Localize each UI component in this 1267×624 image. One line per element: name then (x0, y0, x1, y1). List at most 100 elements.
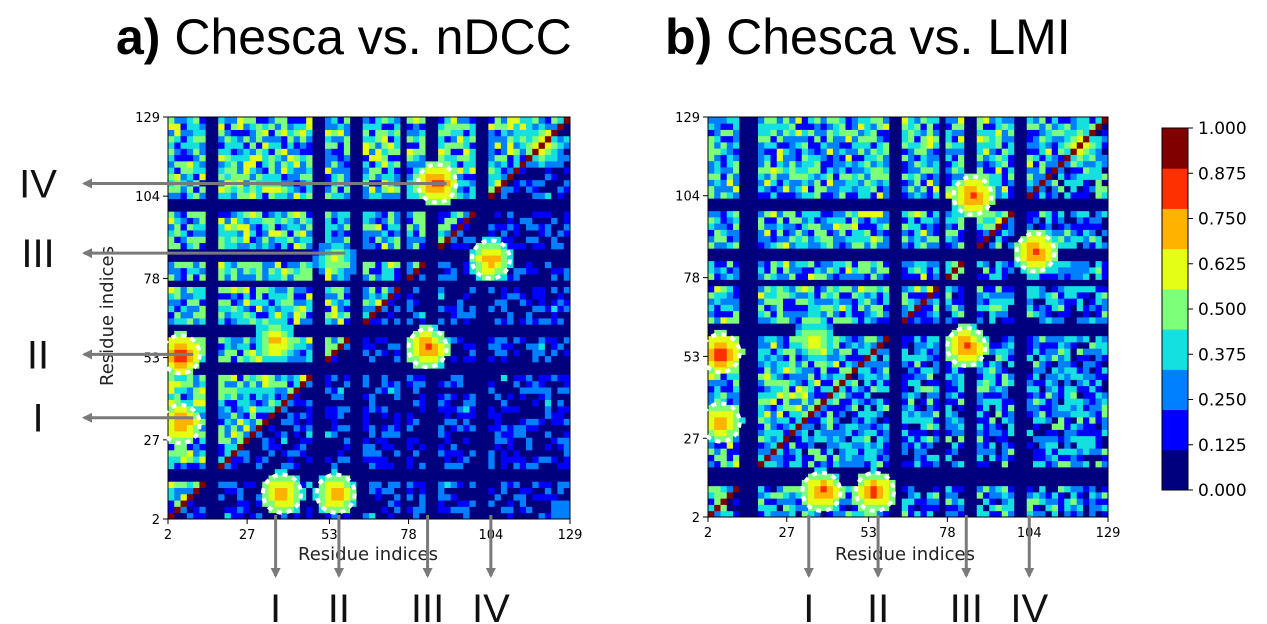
heatmap-cell (538, 418, 546, 426)
heatmap-cell (406, 117, 414, 124)
heatmap-cell (745, 467, 753, 474)
heatmap-cell (268, 481, 276, 488)
heatmap-cell (262, 242, 269, 250)
heatmap-cell (507, 192, 514, 200)
heatmap-cell (394, 393, 401, 401)
heatmap-cell (494, 204, 502, 212)
heatmap-cell (318, 154, 326, 162)
heatmap-cell (544, 167, 552, 174)
heatmap-cell (218, 368, 225, 375)
heatmap-cell (431, 267, 439, 275)
heatmap-cell (758, 279, 765, 287)
heatmap-cell (287, 412, 295, 419)
heatmap-cell (237, 148, 244, 156)
heatmap-cell (343, 462, 351, 470)
heatmap-cell (557, 355, 565, 363)
heatmap-cell (249, 154, 257, 162)
heatmap-cell (274, 142, 282, 149)
heatmap-cell (325, 318, 332, 325)
heatmap-cell (532, 487, 539, 495)
heatmap-cell (526, 424, 533, 432)
heatmap-cell (507, 236, 514, 244)
heatmap-cell (193, 236, 200, 244)
heatmap-cell (375, 318, 382, 325)
heatmap-cell (337, 343, 345, 350)
heatmap-cell (770, 498, 778, 505)
heatmap-cell (255, 292, 263, 300)
heatmap-cell (174, 493, 181, 501)
heatmap-cell (199, 456, 207, 463)
heatmap-cell (243, 330, 251, 338)
heatmap-cell (243, 148, 251, 156)
heatmap-cell (400, 456, 408, 463)
heatmap-cell (745, 248, 753, 255)
heatmap-cell (783, 442, 790, 449)
heatmap-cell (431, 399, 439, 407)
heatmap-cell (249, 255, 257, 262)
heatmap-cell (325, 393, 332, 401)
heatmap-cell (325, 361, 332, 369)
heatmap-cell (325, 456, 332, 463)
heatmap-cell (293, 173, 301, 181)
heatmap-cell (350, 123, 357, 130)
heatmap-cell (406, 198, 414, 206)
heatmap-cell (431, 204, 439, 212)
heatmap-cell (274, 349, 282, 357)
heatmap-cell (739, 229, 746, 237)
heatmap-cell (205, 123, 213, 130)
heatmap-cell (450, 280, 458, 287)
heatmap-cell (563, 412, 571, 419)
heatmap-cell (412, 324, 420, 331)
heatmap-cell (463, 330, 470, 338)
heatmap-cell (318, 324, 326, 331)
heatmap-cell (544, 506, 552, 514)
heatmap-cell (494, 487, 502, 495)
heatmap-cell (450, 437, 458, 445)
heatmap-cell (325, 142, 332, 149)
heatmap-cell (425, 431, 433, 438)
heatmap-cell (764, 298, 771, 305)
heatmap-cell (180, 324, 188, 331)
heatmap-cell (400, 424, 408, 432)
heatmap-cell (726, 135, 734, 143)
heatmap-cell (751, 498, 759, 505)
heatmap-cell (475, 142, 483, 149)
heatmap-cell (438, 418, 445, 426)
heatmap-cell (532, 468, 539, 476)
heatmap-cell (745, 510, 753, 518)
heatmap-cell (494, 324, 502, 331)
heatmap-cell (243, 160, 251, 168)
heatmap-cell (494, 286, 502, 294)
heatmap-cell (412, 286, 420, 294)
heatmap-cell (708, 173, 715, 180)
heatmap-cell (450, 399, 458, 407)
heatmap-cell (337, 336, 345, 344)
heatmap-cell (544, 173, 552, 181)
heatmap-cell (255, 148, 263, 156)
heatmap-cell (186, 292, 194, 300)
heatmap-cell (343, 343, 351, 350)
heatmap-cell (325, 230, 332, 237)
heatmap-cell (500, 236, 508, 244)
heatmap-cell (557, 154, 565, 162)
heatmap-cell (249, 217, 257, 225)
heatmap-cell (482, 443, 489, 451)
heatmap-cell (770, 479, 778, 487)
heatmap-cell (438, 405, 445, 413)
heatmap-cell (218, 349, 225, 357)
heatmap-cell (180, 443, 188, 451)
heatmap-cell (406, 475, 414, 482)
heatmap-cell (199, 349, 207, 357)
heatmap-cell (211, 142, 219, 149)
heatmap-cell (394, 456, 401, 463)
heatmap-cell (199, 506, 207, 514)
heatmap-cell (287, 223, 295, 231)
heatmap-cell (720, 117, 728, 124)
heatmap-cell (456, 135, 464, 143)
heatmap-cell (243, 374, 251, 382)
heatmap-cell (708, 492, 715, 499)
heatmap-cell (532, 512, 539, 520)
heatmap-cell (764, 142, 771, 149)
heatmap-cell (237, 135, 244, 143)
heatmap-cell (720, 242, 728, 249)
